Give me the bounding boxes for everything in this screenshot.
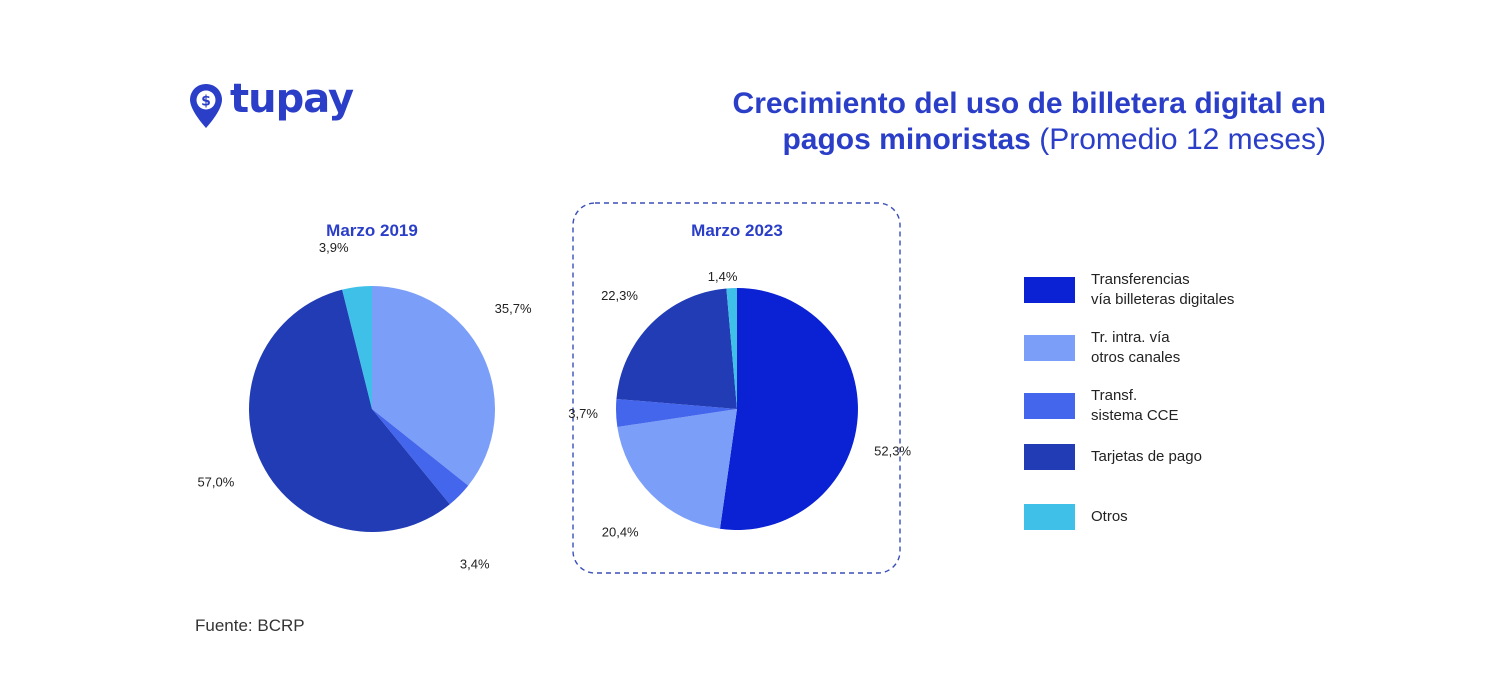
legend-item: Tarjetas de pago	[1024, 444, 1202, 470]
svg-text:$: $	[201, 94, 211, 110]
slice-label: 1,4%	[708, 269, 738, 284]
legend-item: Tr. intra. vía otros canales	[1024, 328, 1180, 368]
slice-label: 22,3%	[601, 288, 638, 303]
slice-label: 3,7%	[568, 406, 598, 421]
legend-label: Otros	[1091, 508, 1128, 525]
slice-label: 52,3%	[874, 443, 911, 458]
legend-item: Otros	[1024, 504, 1128, 530]
legend-label: Tr. intra. vía otros canales	[1091, 329, 1181, 366]
legend-swatch	[1024, 393, 1075, 419]
pie-slice	[719, 288, 858, 530]
slice-label: 3,4%	[460, 556, 490, 571]
title-line-1: Crecimiento del uso de billetera digital…	[732, 87, 1326, 120]
pie-slice	[726, 288, 737, 409]
title-subtitle: (Promedio 12 meses)	[1039, 123, 1326, 156]
legend-label: Transferencias vía billeteras digitales	[1091, 271, 1235, 308]
chart-title: Crecimiento del uso de billetera digital…	[526, 86, 1326, 158]
legend-swatch	[1024, 444, 1075, 470]
pie-slice	[616, 398, 737, 427]
legend-item: Transferencias vía billeteras digitales	[1024, 270, 1234, 310]
slice-label: 20,4%	[602, 525, 639, 540]
source-note: Fuente: BCRP	[195, 616, 305, 635]
slice-label: 3,9%	[319, 240, 349, 255]
legend-swatch	[1024, 335, 1075, 361]
pie-title: Marzo 2019	[326, 221, 418, 240]
pie-title: Marzo 2023	[691, 221, 783, 240]
location-pin-dollar-icon: $	[190, 84, 222, 128]
pie-slice	[372, 409, 469, 505]
tupay-logo: $ tupay	[188, 76, 354, 134]
pie-chart-2023: Marzo 2023 52,3% 20,4% 3,7% 22,3% 1,4%	[568, 221, 911, 540]
pie-slice	[249, 289, 450, 532]
pie-chart-2019: Marzo 2019 35,7% 3,4% 57,0% 3,9%	[197, 221, 532, 571]
pie-slice	[616, 288, 737, 409]
legend-item: Transf. sistema CCE	[1024, 386, 1179, 426]
slice-label: 57,0%	[197, 474, 234, 489]
legend-label: Transf. sistema CCE	[1091, 387, 1179, 424]
pie-slice	[617, 409, 737, 529]
legend-label: Tarjetas de pago	[1091, 448, 1202, 465]
legend-swatch	[1024, 277, 1075, 303]
highlight-frame	[572, 202, 901, 574]
logo-text: tupay	[230, 76, 354, 122]
legend-swatch	[1024, 504, 1075, 530]
slice-label: 35,7%	[495, 301, 532, 316]
title-line-2: pagos minoristas	[782, 123, 1031, 156]
pie-slice	[372, 286, 495, 486]
pie-slice	[342, 286, 372, 409]
